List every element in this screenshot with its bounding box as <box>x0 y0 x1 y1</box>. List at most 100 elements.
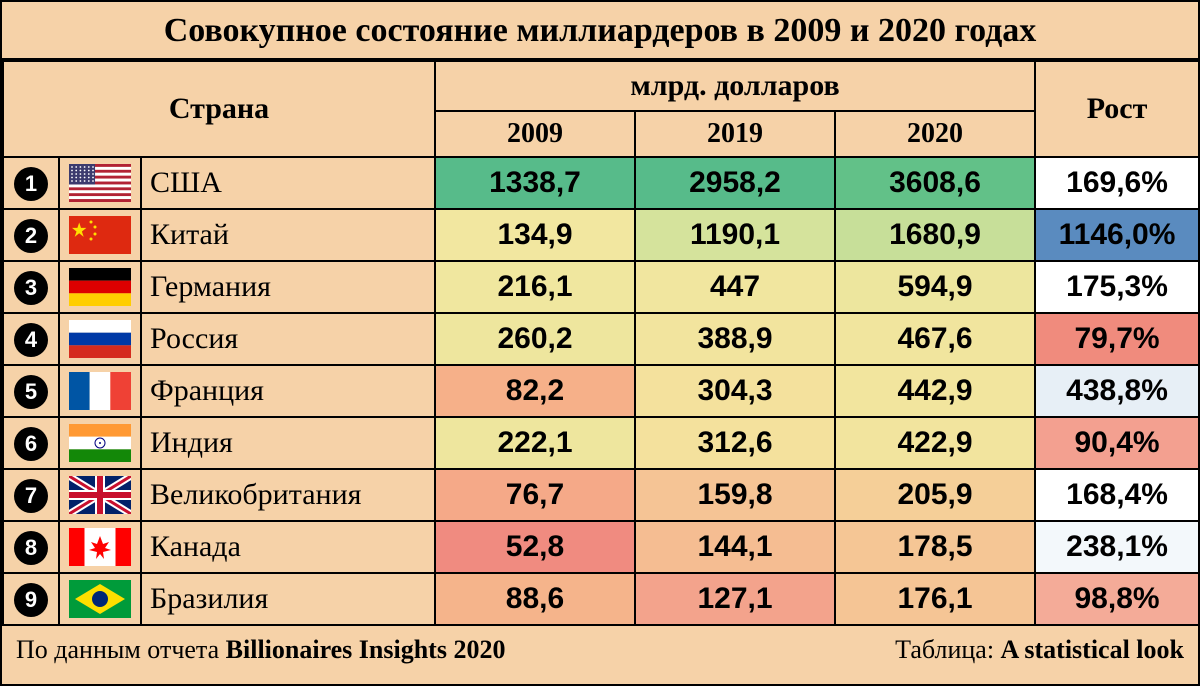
rank-badge: 7 <box>14 479 48 513</box>
flag-cell <box>59 261 141 313</box>
rank-cell: 9 <box>3 573 59 625</box>
value-2019: 1190,1 <box>635 209 835 261</box>
value-2009: 222,1 <box>435 417 635 469</box>
value-2019: 144,1 <box>635 521 835 573</box>
rank-cell: 4 <box>3 313 59 365</box>
table-row: 4 Россия 260,2 388,9 467,6 79,7% <box>3 313 1199 365</box>
value-2019: 312,6 <box>635 417 835 469</box>
country-cell: Германия <box>141 261 435 313</box>
value-2019: 127,1 <box>635 573 835 625</box>
value-2020: 467,6 <box>835 313 1035 365</box>
flag-icon <box>69 580 131 618</box>
value-2019: 304,3 <box>635 365 835 417</box>
value-2009: 82,2 <box>435 365 635 417</box>
rank-badge: 9 <box>14 583 48 617</box>
value-2009: 134,9 <box>435 209 635 261</box>
country-cell: Китай <box>141 209 435 261</box>
rank-cell: 3 <box>3 261 59 313</box>
table-row: 3 Германия 216,1 447 594,9 175,3% <box>3 261 1199 313</box>
country-cell: Великобритания <box>141 469 435 521</box>
header-country: Страна <box>3 61 435 157</box>
growth-cell: 168,4% <box>1035 469 1199 521</box>
growth-cell: 438,8% <box>1035 365 1199 417</box>
value-2020: 422,9 <box>835 417 1035 469</box>
source-name: Billionaires Insights 2020 <box>226 635 506 664</box>
flag-icon <box>69 216 131 254</box>
rank-cell: 1 <box>3 157 59 209</box>
rank-cell: 8 <box>3 521 59 573</box>
growth-cell: 1146,0% <box>1035 209 1199 261</box>
page-container: Совокупное состояние миллиардеров в 2009… <box>0 0 1200 686</box>
growth-cell: 169,6% <box>1035 157 1199 209</box>
rank-cell: 7 <box>3 469 59 521</box>
value-2020: 178,5 <box>835 521 1035 573</box>
header-unit: млрд. долларов <box>435 61 1035 111</box>
header-2019: 2019 <box>635 111 835 157</box>
flag-cell <box>59 209 141 261</box>
rank-badge: 8 <box>14 531 48 565</box>
table-row: 2 Китай 134,9 1190,1 1680,9 1146,0% <box>3 209 1199 261</box>
value-2019: 159,8 <box>635 469 835 521</box>
value-2009: 52,8 <box>435 521 635 573</box>
growth-cell: 238,1% <box>1035 521 1199 573</box>
rank-badge: 4 <box>14 323 48 357</box>
growth-cell: 79,7% <box>1035 313 1199 365</box>
flag-cell <box>59 573 141 625</box>
flag-icon <box>69 476 131 514</box>
value-2009: 216,1 <box>435 261 635 313</box>
value-2009: 1338,7 <box>435 157 635 209</box>
rank-badge: 6 <box>14 427 48 461</box>
footer: По данным отчета Billionaires Insights 2… <box>2 626 1198 674</box>
flag-cell <box>59 417 141 469</box>
rank-cell: 2 <box>3 209 59 261</box>
table-label: Таблица: <box>895 635 1000 664</box>
country-cell: Бразилия <box>141 573 435 625</box>
flag-icon <box>69 320 131 358</box>
rank-cell: 5 <box>3 365 59 417</box>
data-table: Страна млрд. долларов Рост 2009 2019 202… <box>2 60 1200 626</box>
flag-cell <box>59 365 141 417</box>
flag-icon <box>69 372 131 410</box>
growth-cell: 90,4% <box>1035 417 1199 469</box>
value-2009: 260,2 <box>435 313 635 365</box>
country-cell: Индия <box>141 417 435 469</box>
flag-icon <box>69 268 131 306</box>
header-2020: 2020 <box>835 111 1035 157</box>
country-cell: Канада <box>141 521 435 573</box>
growth-cell: 98,8% <box>1035 573 1199 625</box>
value-2020: 442,9 <box>835 365 1035 417</box>
rank-badge: 2 <box>14 219 48 253</box>
flag-cell <box>59 469 141 521</box>
table-row: 7 Великобритания 76,7 159,8 205,9 168,4% <box>3 469 1199 521</box>
table-row: 9 Бразилия 88,6 127,1 176,1 98,8% <box>3 573 1199 625</box>
flag-icon <box>69 424 131 462</box>
header-2009: 2009 <box>435 111 635 157</box>
country-cell: Франция <box>141 365 435 417</box>
value-2020: 1680,9 <box>835 209 1035 261</box>
rank-badge: 3 <box>14 271 48 305</box>
rank-cell: 6 <box>3 417 59 469</box>
table-row: 5 Франция 82,2 304,3 442,9 438,8% <box>3 365 1199 417</box>
value-2019: 2958,2 <box>635 157 835 209</box>
flag-icon <box>69 164 131 202</box>
value-2020: 594,9 <box>835 261 1035 313</box>
growth-cell: 175,3% <box>1035 261 1199 313</box>
flag-cell <box>59 157 141 209</box>
table-name: A statistical look <box>1001 635 1184 664</box>
value-2019: 388,9 <box>635 313 835 365</box>
table-row: 1 США 1338,7 2958,2 3608,6 169,6% <box>3 157 1199 209</box>
header-growth: Рост <box>1035 61 1199 157</box>
table-title: Совокупное состояние миллиардеров в 2009… <box>2 2 1198 60</box>
value-2019: 447 <box>635 261 835 313</box>
value-2009: 88,6 <box>435 573 635 625</box>
value-2020: 3608,6 <box>835 157 1035 209</box>
rank-badge: 1 <box>14 167 48 201</box>
value-2020: 176,1 <box>835 573 1035 625</box>
table-row: 8 Канада 52,8 144,1 178,5 238,1% <box>3 521 1199 573</box>
flag-cell <box>59 521 141 573</box>
table-row: 6 Индия 222,1 312,6 422,9 90,4% <box>3 417 1199 469</box>
value-2009: 76,7 <box>435 469 635 521</box>
rank-badge: 5 <box>14 375 48 409</box>
table-body: 1 США 1338,7 2958,2 3608,6 169,6% 2 Кита… <box>3 157 1199 625</box>
source-label: По данным отчета <box>16 635 226 664</box>
